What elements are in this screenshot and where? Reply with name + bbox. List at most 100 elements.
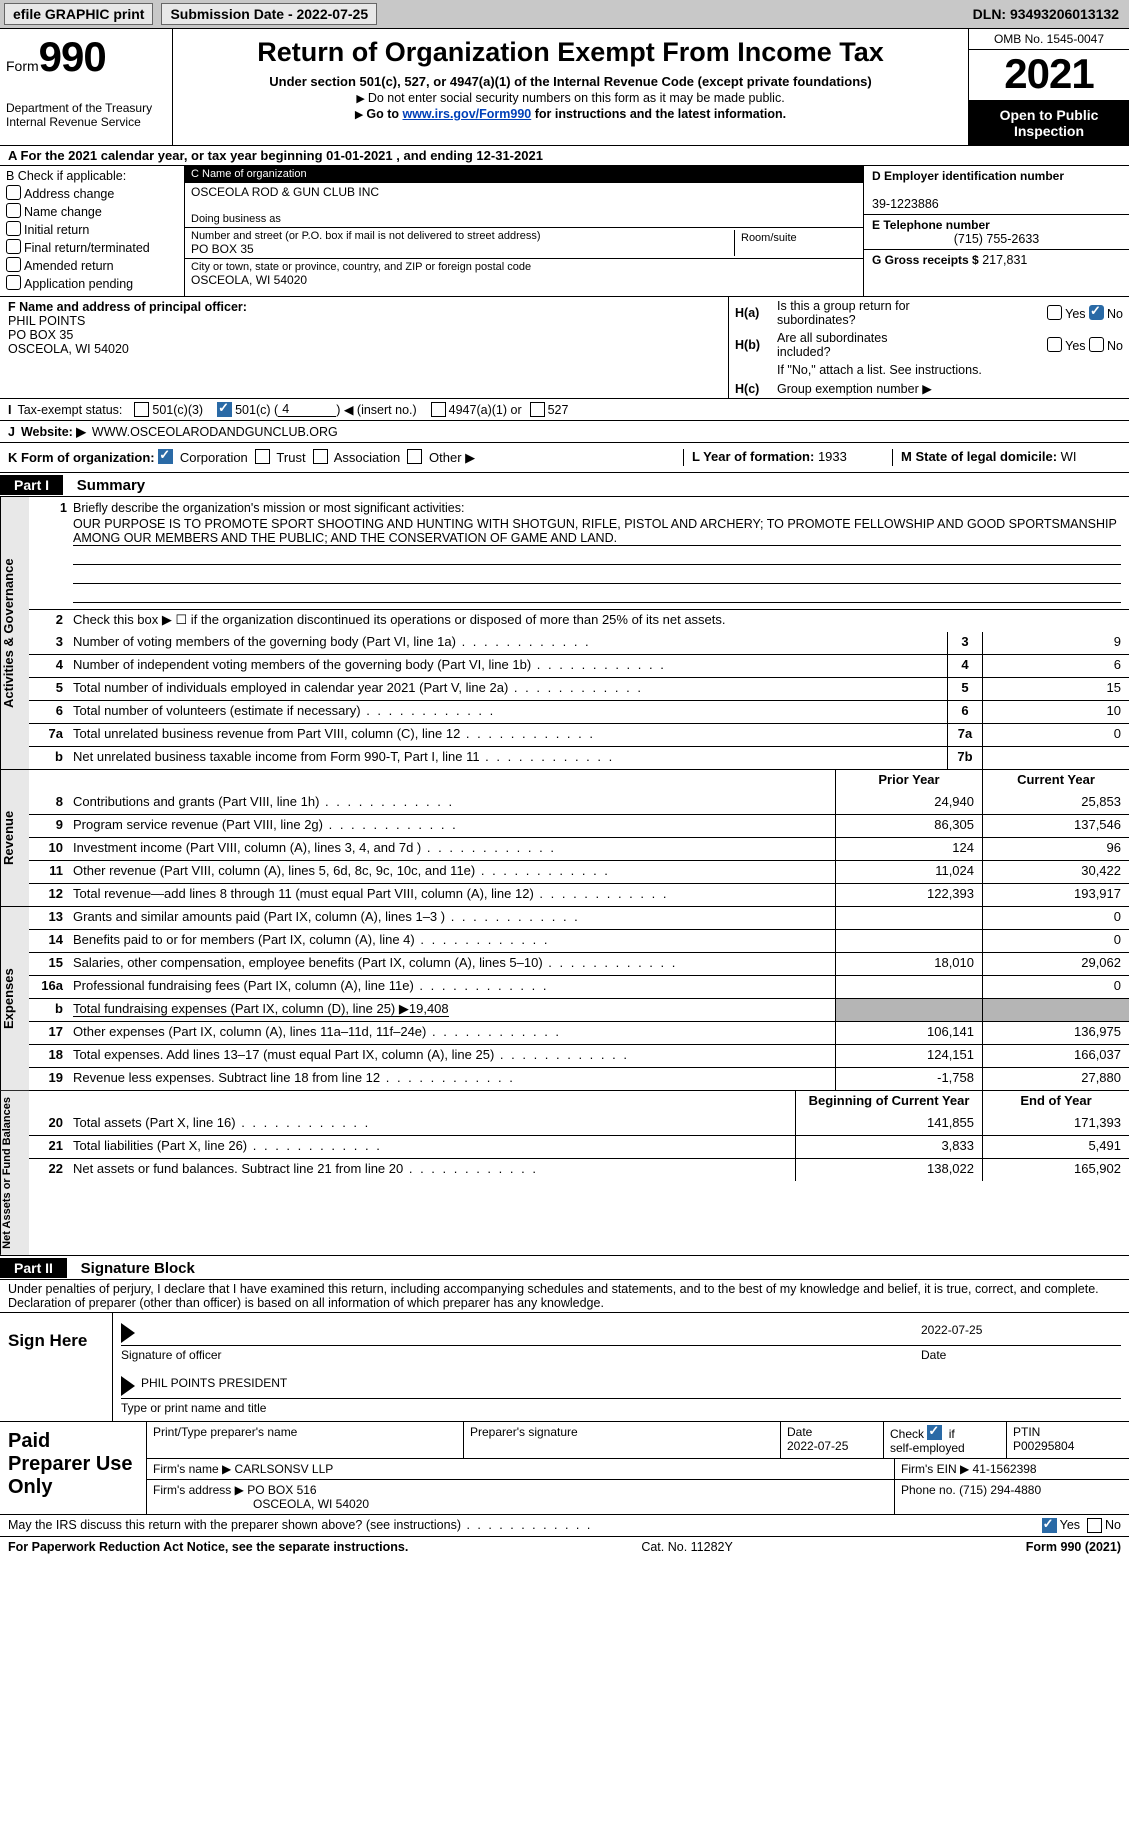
side-tab-net-assets: Net Assets or Fund Balances	[0, 1091, 29, 1255]
line-2: Check this box ▶ ☐ if the organization d…	[69, 610, 1129, 632]
col-b-label: B Check if applicable:	[6, 169, 178, 183]
ein-label: D Employer identification number	[872, 169, 1121, 183]
chk-final-return[interactable]	[6, 239, 21, 254]
hc-label: H(c)	[735, 382, 777, 396]
pp-date: 2022-07-25	[787, 1439, 848, 1453]
side-tab-activities: Activities & Governance	[0, 497, 29, 769]
table-row: 6Total number of volunteers (estimate if…	[29, 700, 1129, 723]
chk-self-employed[interactable]	[927, 1425, 942, 1440]
officer-addr2: OSCEOLA, WI 54020	[8, 342, 129, 356]
efile-print-button[interactable]: efile GRAPHIC print	[4, 3, 153, 25]
header-sub2: Do not enter social security numbers on …	[181, 91, 960, 105]
chk-527[interactable]	[530, 402, 545, 417]
footer-left: For Paperwork Reduction Act Notice, see …	[8, 1540, 408, 1554]
table-row: bTotal fundraising expenses (Part IX, co…	[29, 998, 1129, 1021]
chk-trust[interactable]	[255, 449, 270, 464]
signature-arrow-icon	[121, 1323, 135, 1343]
chk-amended-return[interactable]	[6, 257, 21, 272]
org-address: PO BOX 35	[191, 242, 734, 256]
chk-501c3[interactable]	[134, 402, 149, 417]
chk-application-pending[interactable]	[6, 275, 21, 290]
officer-label: F Name and address of principal officer:	[8, 300, 247, 314]
org-name-label: C Name of organization	[191, 168, 857, 180]
discuss-yes[interactable]	[1042, 1518, 1057, 1533]
table-row: 9Program service revenue (Part VIII, lin…	[29, 814, 1129, 837]
hb-no[interactable]	[1089, 337, 1104, 352]
side-tab-revenue: Revenue	[0, 770, 29, 906]
table-row: 18Total expenses. Add lines 13–17 (must …	[29, 1044, 1129, 1067]
col-f-officer: F Name and address of principal officer:…	[0, 297, 728, 398]
sign-here-block: Sign Here 2022-07-25 Signature of office…	[0, 1313, 1129, 1422]
table-row: 17Other expenses (Part IX, column (A), l…	[29, 1021, 1129, 1044]
header-left: Form990 Department of the Treasury Inter…	[0, 29, 173, 145]
top-bar: efile GRAPHIC print Submission Date - 20…	[0, 0, 1129, 29]
website-value: WWW.OSCEOLARODANDGUNCLUB.ORG	[92, 425, 338, 439]
table-row: 11Other revenue (Part VIII, column (A), …	[29, 860, 1129, 883]
chk-association[interactable]	[313, 449, 328, 464]
paid-preparer-block: Paid Preparer Use Only Print/Type prepar…	[0, 1422, 1129, 1515]
city-label: City or town, state or province, country…	[191, 261, 857, 273]
chk-corporation[interactable]	[158, 449, 173, 464]
chk-other[interactable]	[407, 449, 422, 464]
ha-no[interactable]	[1089, 305, 1104, 320]
firm-name: CARLSONSV LLP	[235, 1462, 334, 1476]
pp-sig-label: Preparer's signature	[464, 1422, 781, 1458]
hb-yes[interactable]	[1047, 337, 1062, 352]
hb-note: If "No," attach a list. See instructions…	[777, 363, 982, 377]
chk-name-change[interactable]	[6, 203, 21, 218]
table-row: 14Benefits paid to or for members (Part …	[29, 929, 1129, 952]
firm-addr: PO BOX 516	[247, 1483, 316, 1497]
tel-label: E Telephone number	[872, 218, 1121, 232]
col-b-checkboxes: B Check if applicable: Address change Na…	[0, 166, 185, 296]
paid-preparer-label: Paid Preparer Use Only	[0, 1422, 146, 1514]
dba-label: Doing business as	[191, 213, 857, 225]
addr-label: Number and street (or P.O. box if mail i…	[191, 230, 734, 242]
hb-label: H(b)	[735, 338, 777, 352]
mission-text: OUR PURPOSE IS TO PROMOTE SPORT SHOOTING…	[73, 517, 1121, 546]
state-domicile: WI	[1061, 449, 1077, 464]
table-row: 4Number of independent voting members of…	[29, 654, 1129, 677]
table-row: 22Net assets or fund balances. Subtract …	[29, 1158, 1129, 1181]
tel-value: (715) 755-2633	[872, 232, 1121, 246]
table-row: 3Number of voting members of the governi…	[29, 632, 1129, 654]
year-formation: 1933	[818, 449, 847, 464]
col-h-group: H(a) Is this a group return forsubordina…	[728, 297, 1129, 398]
dln: DLN: 93493206013132	[973, 6, 1125, 22]
org-name: OSCEOLA ROD & GUN CLUB INC	[191, 185, 857, 199]
submission-date-button[interactable]: Submission Date - 2022-07-25	[161, 3, 377, 25]
table-row: 8Contributions and grants (Part VIII, li…	[29, 792, 1129, 814]
room-suite-label: Room/suite	[735, 230, 857, 256]
table-row: 20Total assets (Part X, line 16)141,8551…	[29, 1113, 1129, 1135]
ha-yes[interactable]	[1047, 305, 1062, 320]
revenue-header-row: Prior Year Current Year	[29, 770, 1129, 792]
signature-arrow-icon-2	[121, 1376, 135, 1396]
dept-treasury: Department of the Treasury	[6, 101, 166, 115]
table-row: 10Investment income (Part VIII, column (…	[29, 837, 1129, 860]
row-klm: K Form of organization: Corporation Trus…	[0, 443, 1129, 473]
discuss-no[interactable]	[1087, 1518, 1102, 1533]
gross-label: G Gross receipts $	[872, 253, 979, 267]
chk-initial-return[interactable]	[6, 221, 21, 236]
table-row: 13Grants and similar amounts paid (Part …	[29, 907, 1129, 929]
chk-501c[interactable]	[217, 402, 232, 417]
net-header-row: Beginning of Current Year End of Year	[29, 1091, 1129, 1113]
chk-4947[interactable]	[431, 402, 446, 417]
tax-year: 2021	[969, 50, 1129, 101]
printed-label: Type or print name and title	[121, 1401, 1121, 1415]
footer-cat: Cat. No. 11282Y	[641, 1540, 733, 1554]
row-j-website: J Website: ▶ WWW.OSCEOLARODANDGUNCLUB.OR…	[0, 421, 1129, 443]
activities-governance: Activities & Governance 1Briefly describ…	[0, 497, 1129, 770]
side-tab-expenses: Expenses	[0, 907, 29, 1090]
perjury-declaration: Under penalties of perjury, I declare th…	[0, 1280, 1129, 1313]
chk-address-change[interactable]	[6, 185, 21, 200]
open-to-public: Open to PublicInspection	[969, 101, 1129, 145]
row-i-tax-status: I Tax-exempt status: 501(c)(3) 501(c) (4…	[0, 399, 1129, 421]
table-row: 7aTotal unrelated business revenue from …	[29, 723, 1129, 746]
ha-label: H(a)	[735, 306, 777, 320]
discuss-row: May the IRS discuss this return with the…	[0, 1515, 1129, 1537]
form-title: Return of Organization Exempt From Incom…	[181, 37, 960, 68]
row-a-tax-year: A For the 2021 calendar year, or tax yea…	[0, 146, 1129, 166]
form-header: Form990 Department of the Treasury Inter…	[0, 29, 1129, 146]
irs-link[interactable]: www.irs.gov/Form990	[402, 107, 531, 121]
hc-text: Group exemption number ▶	[777, 381, 1123, 396]
